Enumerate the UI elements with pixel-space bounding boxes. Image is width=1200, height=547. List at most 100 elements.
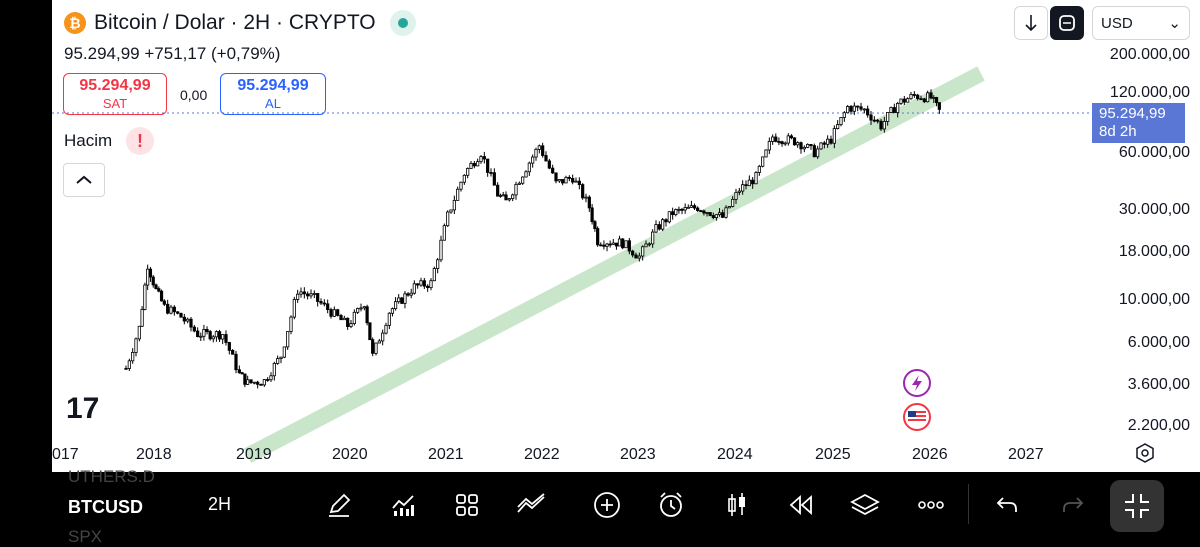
symbol-list-item-faded[interactable]: SPX (68, 527, 103, 546)
price-candle (449, 209, 453, 214)
objects-tree-button[interactable] (848, 488, 882, 522)
symbol-selector[interactable]: BTCUSD (68, 497, 143, 517)
price-candle (826, 135, 830, 148)
price-candle (403, 290, 407, 309)
price-candle (262, 379, 266, 387)
price-candle (937, 102, 941, 114)
price-candle (916, 93, 920, 101)
price-candle (617, 235, 622, 247)
price-candle (667, 211, 671, 224)
add-button[interactable] (590, 488, 624, 522)
fullscreen-exit-button[interactable] (1110, 480, 1164, 532)
price-candle (346, 317, 350, 330)
more-dots-icon (918, 501, 944, 509)
price-candle (299, 287, 303, 298)
compare-button[interactable] (514, 488, 548, 522)
price-candle (792, 137, 797, 146)
chevron-down-icon: ⌄ (1168, 15, 1181, 32)
chart-type-button[interactable] (720, 488, 754, 522)
price-candle (896, 101, 900, 118)
y-axis-label: 18.000,00 (1118, 243, 1190, 260)
price-candle (744, 180, 748, 190)
compare-icon (517, 493, 545, 513)
price-candle (387, 312, 391, 330)
price-candle (912, 91, 916, 98)
x-axis-label: 2024 (717, 446, 753, 463)
price-candle (309, 289, 313, 299)
settings-gear-icon[interactable] (1136, 443, 1154, 463)
price-candle (329, 307, 333, 319)
price-candle (922, 97, 926, 104)
price-candle (796, 141, 800, 148)
price-candle (836, 120, 840, 130)
price-candle (452, 195, 456, 215)
price-candle (741, 180, 745, 195)
price-candle (806, 143, 810, 149)
undo-icon (996, 497, 1017, 512)
symbol-title[interactable]: Bitcoin / Dolar · 2H · CRYPTO (94, 11, 376, 34)
indicators-button[interactable] (386, 488, 420, 522)
price-candle (390, 307, 395, 317)
toolbar-divider (968, 484, 969, 524)
price-candle (680, 207, 684, 215)
price-candle (584, 193, 588, 203)
interval-selector[interactable]: 2H (208, 494, 232, 514)
last-price-tag[interactable]: 95.294,99 8d 2h (1092, 103, 1185, 143)
price-candle (789, 134, 794, 140)
more-button[interactable] (914, 488, 948, 522)
price-candle (852, 102, 856, 116)
price-candle (234, 350, 238, 374)
price-candle (689, 200, 694, 208)
drawing-tools-button[interactable] (322, 488, 356, 522)
buy-label: AL (265, 96, 281, 111)
buy-button[interactable]: 95.294,99 AL (220, 73, 326, 115)
redo-button[interactable] (1056, 488, 1090, 522)
price-candle (799, 141, 803, 154)
replay-button[interactable] (784, 488, 818, 522)
price-candle (456, 186, 460, 201)
price-candle (567, 175, 571, 182)
price-candle (786, 133, 790, 146)
symbol-list-item-faded[interactable]: UTHERS.D (68, 467, 155, 486)
screenshot-button[interactable] (1050, 6, 1084, 40)
layouts-button[interactable] (450, 488, 484, 522)
y-axis-label: 120.000,00 (1109, 84, 1190, 101)
price-candle (486, 158, 490, 177)
y-axis-label: 3.600,00 (1127, 376, 1190, 393)
scroll-to-latest-button[interactable] (1014, 6, 1048, 40)
price-candle (496, 182, 500, 197)
price-candle (846, 105, 850, 114)
sell-button[interactable]: 95.294,99 SAT (63, 73, 167, 115)
x-axis-label: 2023 (620, 446, 656, 463)
price-candle (498, 193, 503, 198)
price-candle (683, 203, 687, 214)
price-candle (721, 209, 725, 219)
warning-icon[interactable]: ! (126, 127, 154, 155)
price-candle (699, 209, 703, 213)
price-candle (342, 315, 346, 321)
currency-select[interactable]: USD ⌄ (1092, 6, 1190, 40)
candles-icon (728, 493, 745, 516)
price-candle (289, 315, 293, 335)
price-chart[interactable]: 17 (52, 0, 1200, 472)
price-candle (384, 322, 388, 335)
price-candle (514, 181, 518, 200)
lightning-icon[interactable] (903, 369, 931, 397)
price-candle (751, 177, 755, 189)
volume-indicator-label[interactable]: Hacim (64, 131, 113, 150)
price-candle (182, 313, 186, 325)
market-status-icon[interactable] (389, 10, 416, 36)
us-flag-icon[interactable] (903, 403, 931, 431)
price-candle (677, 206, 681, 214)
price-candle (657, 221, 661, 231)
spread-value: 0,00 (180, 87, 208, 103)
price-candle (143, 282, 147, 311)
alert-button[interactable] (654, 488, 688, 522)
price-candle (269, 372, 273, 382)
collapse-legend-button[interactable] (63, 163, 105, 197)
undo-button[interactable] (990, 488, 1024, 522)
price-candle (439, 235, 443, 263)
chart-area[interactable]: 17 (52, 0, 1200, 472)
price-candle (872, 116, 876, 123)
trend-support-band[interactable] (243, 66, 985, 463)
